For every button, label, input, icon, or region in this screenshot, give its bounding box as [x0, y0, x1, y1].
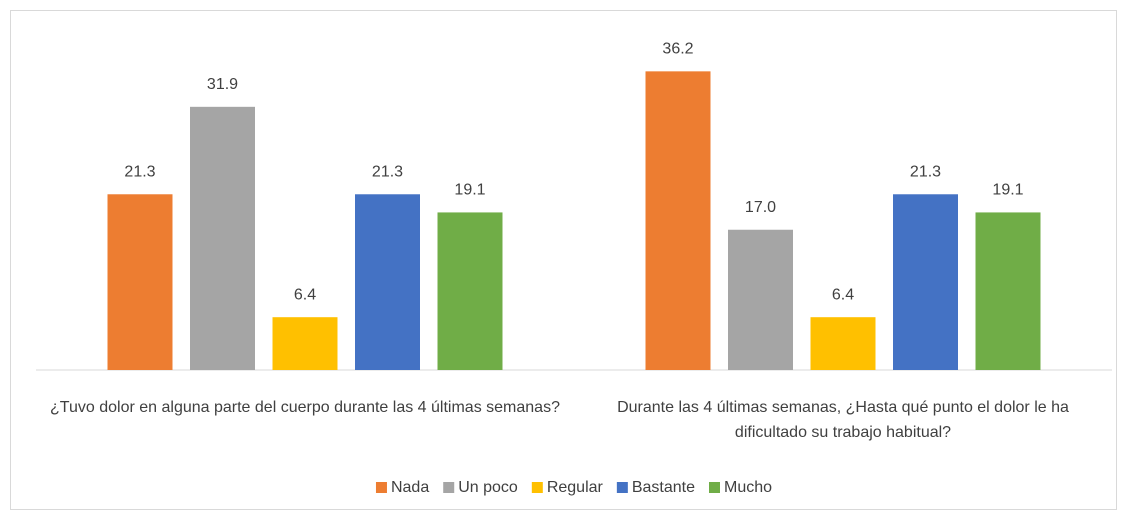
value-label: 19.1: [454, 182, 485, 199]
bar: [810, 317, 876, 370]
legend-swatch: [531, 482, 543, 493]
bar: [272, 317, 338, 370]
legend-label: Bastante: [632, 479, 695, 496]
bar: [437, 212, 503, 370]
value-label: 21.3: [910, 163, 941, 180]
legend-label: Mucho: [724, 479, 772, 496]
legend-label: Un poco: [458, 479, 518, 496]
value-label: 6.4: [294, 286, 316, 303]
x-tick-label: ¿Tuvo dolor en alguna parte del cuerpo d…: [50, 399, 560, 416]
legend-swatch: [443, 482, 455, 493]
bar: [975, 212, 1041, 370]
value-label: 21.3: [372, 163, 403, 180]
bar: [728, 229, 793, 370]
legend-swatch: [616, 482, 628, 493]
bar: [107, 194, 173, 370]
value-label: 21.3: [124, 163, 155, 180]
x-tick-label: Durante las 4 últimas semanas, ¿Hasta qu…: [617, 399, 1069, 441]
legend-swatch: [709, 482, 720, 493]
value-label: 19.1: [992, 182, 1023, 199]
legend-label: Regular: [547, 479, 604, 496]
bar: [645, 71, 711, 370]
value-label: 31.9: [207, 76, 238, 93]
bar: [893, 194, 958, 370]
legend-swatch: [375, 482, 387, 493]
bar: [355, 194, 420, 370]
legend-label: Nada: [391, 479, 429, 496]
legend: Nada Un poco Regular Bastante Mucho: [375, 479, 772, 496]
value-label: 6.4: [832, 286, 854, 303]
bar: [190, 106, 255, 370]
value-label: 17.0: [745, 199, 776, 216]
value-label: 36.2: [662, 41, 693, 58]
